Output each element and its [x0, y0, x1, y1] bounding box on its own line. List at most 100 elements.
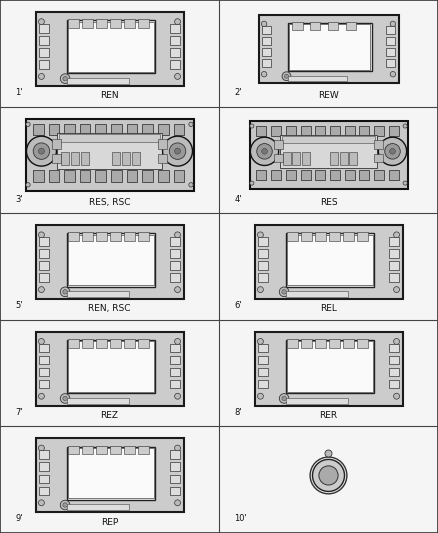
Circle shape: [39, 500, 44, 506]
Bar: [170, 48, 180, 56]
Circle shape: [319, 466, 338, 485]
Bar: [250, 120, 407, 189]
Circle shape: [394, 338, 399, 344]
Bar: [122, 152, 130, 165]
Bar: [170, 36, 180, 45]
Bar: [389, 368, 399, 376]
Bar: [271, 169, 281, 180]
Bar: [96, 339, 107, 348]
Bar: [274, 154, 283, 163]
Bar: [25, 118, 194, 191]
Text: RES, RSC: RES, RSC: [89, 198, 130, 207]
Circle shape: [63, 289, 67, 294]
Bar: [271, 126, 281, 136]
Bar: [258, 249, 268, 258]
Bar: [359, 169, 369, 180]
Text: REW: REW: [318, 91, 339, 100]
Bar: [315, 126, 325, 136]
Bar: [67, 398, 129, 403]
Circle shape: [60, 287, 70, 297]
Circle shape: [390, 71, 396, 77]
Bar: [345, 126, 355, 136]
Bar: [389, 249, 399, 258]
Bar: [287, 342, 373, 392]
Circle shape: [175, 445, 180, 451]
Bar: [33, 171, 43, 182]
Bar: [96, 232, 107, 241]
Bar: [286, 169, 296, 180]
Bar: [300, 169, 311, 180]
Bar: [124, 446, 135, 455]
Bar: [254, 225, 403, 299]
Circle shape: [390, 21, 396, 27]
Bar: [258, 380, 268, 389]
Bar: [170, 273, 180, 282]
Bar: [67, 78, 129, 84]
Bar: [329, 232, 340, 241]
Bar: [258, 261, 268, 270]
Bar: [110, 446, 121, 455]
Circle shape: [258, 338, 263, 344]
Bar: [35, 12, 184, 86]
Bar: [68, 235, 154, 285]
Bar: [310, 21, 321, 30]
Bar: [170, 356, 180, 365]
Bar: [39, 48, 49, 56]
Bar: [67, 504, 129, 510]
Bar: [328, 21, 338, 30]
Bar: [170, 24, 180, 33]
Bar: [287, 232, 298, 241]
Bar: [300, 126, 311, 136]
Circle shape: [390, 149, 396, 154]
Circle shape: [26, 136, 57, 166]
Circle shape: [250, 124, 254, 128]
Bar: [315, 339, 326, 348]
Bar: [315, 232, 326, 241]
Bar: [283, 152, 290, 165]
Circle shape: [279, 287, 289, 297]
Bar: [301, 232, 312, 241]
Bar: [64, 124, 75, 135]
Bar: [286, 291, 348, 297]
Bar: [67, 340, 155, 393]
Circle shape: [26, 183, 30, 187]
Bar: [96, 19, 107, 28]
Circle shape: [385, 143, 400, 159]
Bar: [158, 154, 167, 163]
Bar: [274, 140, 283, 149]
Bar: [158, 139, 167, 149]
Bar: [33, 124, 43, 135]
Bar: [286, 126, 296, 136]
Bar: [389, 344, 399, 352]
Bar: [39, 463, 49, 471]
Bar: [330, 169, 340, 180]
Bar: [346, 21, 356, 30]
Bar: [39, 450, 49, 459]
Bar: [39, 380, 49, 389]
Bar: [110, 19, 121, 28]
Bar: [39, 60, 49, 69]
Bar: [95, 171, 106, 182]
Circle shape: [60, 74, 70, 84]
Bar: [39, 474, 49, 483]
Bar: [127, 124, 137, 135]
Circle shape: [175, 74, 180, 79]
Circle shape: [63, 396, 67, 401]
Bar: [61, 152, 69, 165]
Bar: [64, 171, 75, 182]
Bar: [343, 232, 354, 241]
Bar: [170, 60, 180, 69]
Circle shape: [63, 76, 67, 81]
Bar: [39, 237, 49, 246]
Circle shape: [175, 338, 180, 344]
Bar: [68, 342, 154, 392]
Circle shape: [394, 287, 399, 293]
Bar: [389, 169, 399, 180]
Bar: [386, 48, 395, 56]
Bar: [262, 59, 271, 67]
Bar: [52, 154, 61, 163]
Bar: [67, 291, 129, 297]
Text: 3': 3': [15, 195, 23, 204]
Bar: [170, 344, 180, 352]
Bar: [138, 19, 149, 28]
